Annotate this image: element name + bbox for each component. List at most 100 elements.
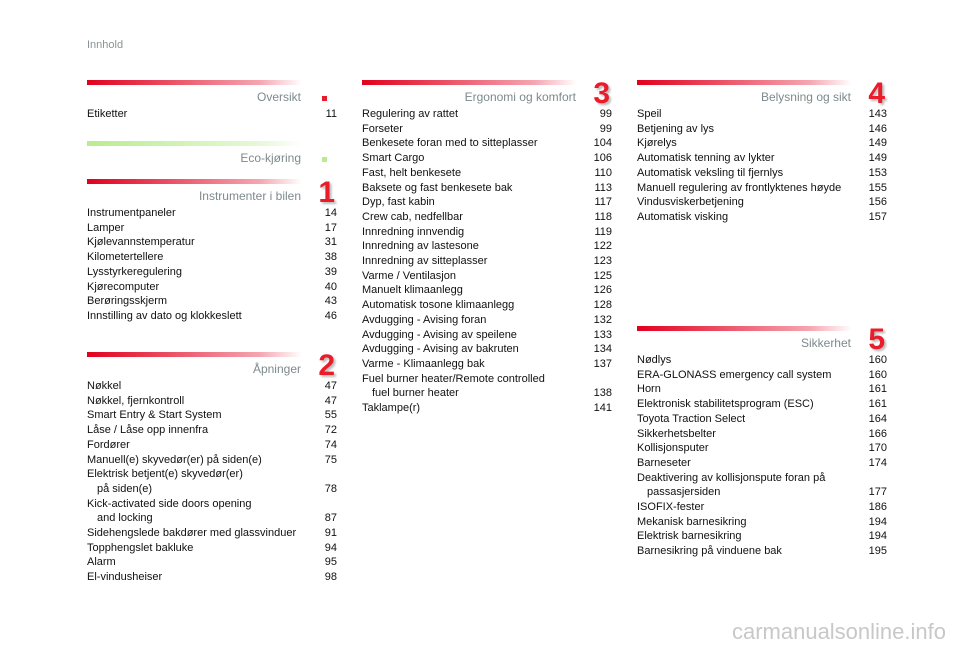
- toc-entry[interactable]: Låse / Låse opp innenfra 72: [87, 423, 337, 438]
- entry-page: 141: [593, 402, 612, 415]
- toc-entry[interactable]: Speil 143: [637, 107, 887, 122]
- toc-entry[interactable]: Regulering av rattet 99: [362, 107, 612, 122]
- toc-entry[interactable]: Automatisk tosone klimaanlegg 128: [362, 298, 612, 313]
- section-bar: [362, 80, 577, 85]
- toc-entry[interactable]: Topphengslet bakluke 94: [87, 541, 337, 556]
- section-number: 4: [868, 77, 885, 110]
- toc-entry[interactable]: Sikkerhetsbelter 166: [637, 427, 887, 442]
- toc-entry[interactable]: Innredning av sitteplasser 123: [362, 254, 612, 269]
- entry-label: Mekanisk barnesikring: [637, 515, 747, 528]
- entry-page: 160: [868, 368, 887, 381]
- entry-label: Kjørecomputer: [87, 280, 160, 293]
- toc-entry[interactable]: Manuell(e) skyvedør(er) på siden(e) 75: [87, 453, 337, 468]
- toc-entry[interactable]: Fordører 74: [87, 438, 337, 453]
- entry-page: 174: [868, 456, 887, 469]
- toc-entry[interactable]: Kjørecomputer 40: [87, 280, 337, 295]
- toc-entry[interactable]: Avdugging - Avising av bakruten 134: [362, 342, 612, 357]
- entry-label: Alarm: [87, 556, 116, 569]
- toc-entry[interactable]: Kjølevannstemperatur 31: [87, 235, 337, 250]
- toc-entry[interactable]: Automatisk visking 157: [637, 210, 887, 225]
- toc-entry[interactable]: Kick-activated side doors opening and loc…: [87, 497, 337, 526]
- toc-entry[interactable]: Baksete og fast benkesete bak 113: [362, 181, 612, 196]
- toc-entry[interactable]: Avdugging - Avising foran 132: [362, 313, 612, 328]
- toc-entry[interactable]: Lysstyrkeregulering 39: [87, 265, 337, 280]
- entry-page: 75: [324, 453, 337, 466]
- entry-page: 46: [324, 309, 337, 322]
- toc-entry[interactable]: Nøkkel, fjernkontroll 47: [87, 394, 337, 409]
- toc-entry[interactable]: Kollisjonsputer 170: [637, 441, 887, 456]
- entry-page: 157: [868, 210, 887, 223]
- entry-label: Kollisjonsputer: [637, 442, 709, 455]
- toc-entry[interactable]: Dyp, fast kabin 117: [362, 195, 612, 210]
- entry-label: Betjening av lys: [637, 122, 715, 135]
- toc-entry[interactable]: Alarm 95: [87, 555, 337, 570]
- toc-entry[interactable]: Innredning innvendig 119: [362, 225, 612, 240]
- toc-entry[interactable]: Lamper 17: [87, 221, 337, 236]
- toc-entry[interactable]: Kilometertellere 38: [87, 250, 337, 265]
- toc-entry[interactable]: Varme / Ventilasjon 125: [362, 269, 612, 284]
- toc-entry[interactable]: Vindusviskerbetjening 156: [637, 195, 887, 210]
- toc-entry[interactable]: Elektronisk stabilitetsprogram (ESC) 161: [637, 397, 887, 412]
- entry-page: 87: [324, 512, 337, 525]
- entry-label: Etiketter: [87, 108, 128, 120]
- toc-entry[interactable]: Elektrisk betjent(e) skyvedør(er) på side…: [87, 467, 337, 496]
- entry-page: 17: [324, 221, 337, 234]
- entry-label: Fast, helt benkesete: [362, 166, 462, 179]
- section-oversikt: Oversikt Etiketter 11: [87, 80, 337, 122]
- toc-entry[interactable]: Benkesete foran med to sitteplasser 104: [362, 136, 612, 151]
- toc-entry[interactable]: Nøkkel 47: [87, 379, 337, 394]
- entry-label: Lamper: [87, 221, 125, 234]
- toc-entry[interactable]: Betjening av lys 146: [637, 122, 887, 137]
- watermark: carmanualsonline.info: [731, 619, 946, 644]
- entry-page: 14: [324, 207, 337, 219]
- entry-label: Deaktivering av kollisjonspute foran på: [637, 471, 826, 484]
- entry-label-cont: fuel burner heater: [372, 387, 459, 400]
- toc-entry[interactable]: Manuell regulering av frontlyktenes høyd…: [637, 181, 887, 196]
- entry-label: Barnesikring på vinduene bak: [637, 545, 782, 558]
- entry-label: Crew cab, nedfellbar: [362, 210, 463, 223]
- toc-entry[interactable]: Barneseter 174: [637, 456, 887, 471]
- toc-entry[interactable]: Toyota Traction Select 164: [637, 412, 887, 427]
- entry-page: 132: [593, 313, 612, 326]
- entry-page: 40: [324, 280, 337, 293]
- toc-entry[interactable]: Berøringsskjerm 43: [87, 294, 337, 309]
- entry-page: 149: [868, 152, 887, 165]
- toc-entry[interactable]: Elektrisk barnesikring 194: [637, 529, 887, 544]
- toc-entry[interactable]: Automatisk tenning av lykter 149: [637, 151, 887, 166]
- toc-entry[interactable]: ERA-GLONASS emergency call system 160: [637, 368, 887, 383]
- toc-entry[interactable]: Nødlys 160: [637, 353, 887, 368]
- toc-entry[interactable]: Automatisk veksling til fjernlys 153: [637, 166, 887, 181]
- entry-label: Elektronisk stabilitetsprogram (ESC): [637, 398, 814, 411]
- toc-entry[interactable]: Fuel burner heater/Remote controlled fuel…: [362, 372, 612, 401]
- toc-entry[interactable]: Manuelt klimaanlegg 126: [362, 283, 612, 298]
- toc-entry[interactable]: Barnesikring på vinduene bak 195: [637, 544, 887, 559]
- entry-label: Instrumentpaneler: [87, 207, 176, 219]
- section-bar: [87, 352, 302, 357]
- toc-entry[interactable]: Sidehengslede bakdører med glassvinduer 9…: [87, 526, 337, 541]
- toc-entry[interactable]: Etiketter 11: [87, 107, 337, 122]
- toc-entry[interactable]: ISOFIX-fester 186: [637, 500, 887, 515]
- entry-page: 170: [868, 442, 887, 455]
- toc-entry[interactable]: Crew cab, nedfellbar 118: [362, 210, 612, 225]
- toc-entry[interactable]: Instrumentpaneler 14: [87, 206, 337, 221]
- toc-entry[interactable]: Deaktivering av kollisjonspute foran på p…: [637, 471, 887, 500]
- toc-entry[interactable]: Innstilling av dato og klokkeslett 46: [87, 309, 337, 324]
- toc-entry[interactable]: Innredning av lastesone 122: [362, 239, 612, 254]
- toc-entry[interactable]: Avdugging - Avising av speilene 133: [362, 328, 612, 343]
- section-sik: Sikkerhet 5 Nødlys 160 ERA-GLONASS emergency…: [637, 325, 887, 559]
- toc-entry[interactable]: Fast, helt benkesete 110: [362, 166, 612, 181]
- toc-entry[interactable]: Smart Cargo 106: [362, 151, 612, 166]
- entry-label: Innredning av sitteplasser: [362, 255, 488, 268]
- entry-label: Innredning av lastesone: [362, 240, 479, 253]
- toc-entry[interactable]: Smart Entry & Start System 55: [87, 408, 337, 423]
- toc-entry[interactable]: Taklampe(r) 141: [362, 401, 612, 416]
- toc-entry[interactable]: Horn 161: [637, 382, 887, 397]
- toc-entry[interactable]: Kjørelys 149: [637, 136, 887, 151]
- toc-entry[interactable]: Mekanisk barnesikring 194: [637, 515, 887, 530]
- entry-label: Avdugging - Avising av bakruten: [362, 343, 519, 356]
- toc-entry[interactable]: Forseter 99: [362, 122, 612, 137]
- toc-entry[interactable]: El-vindusheiser 98: [87, 570, 337, 585]
- toc-entry[interactable]: Varme - Klimaanlegg bak 137: [362, 357, 612, 372]
- entry-label-cont: and locking: [97, 512, 153, 525]
- entry-label: Nøkkel, fjernkontroll: [87, 394, 185, 407]
